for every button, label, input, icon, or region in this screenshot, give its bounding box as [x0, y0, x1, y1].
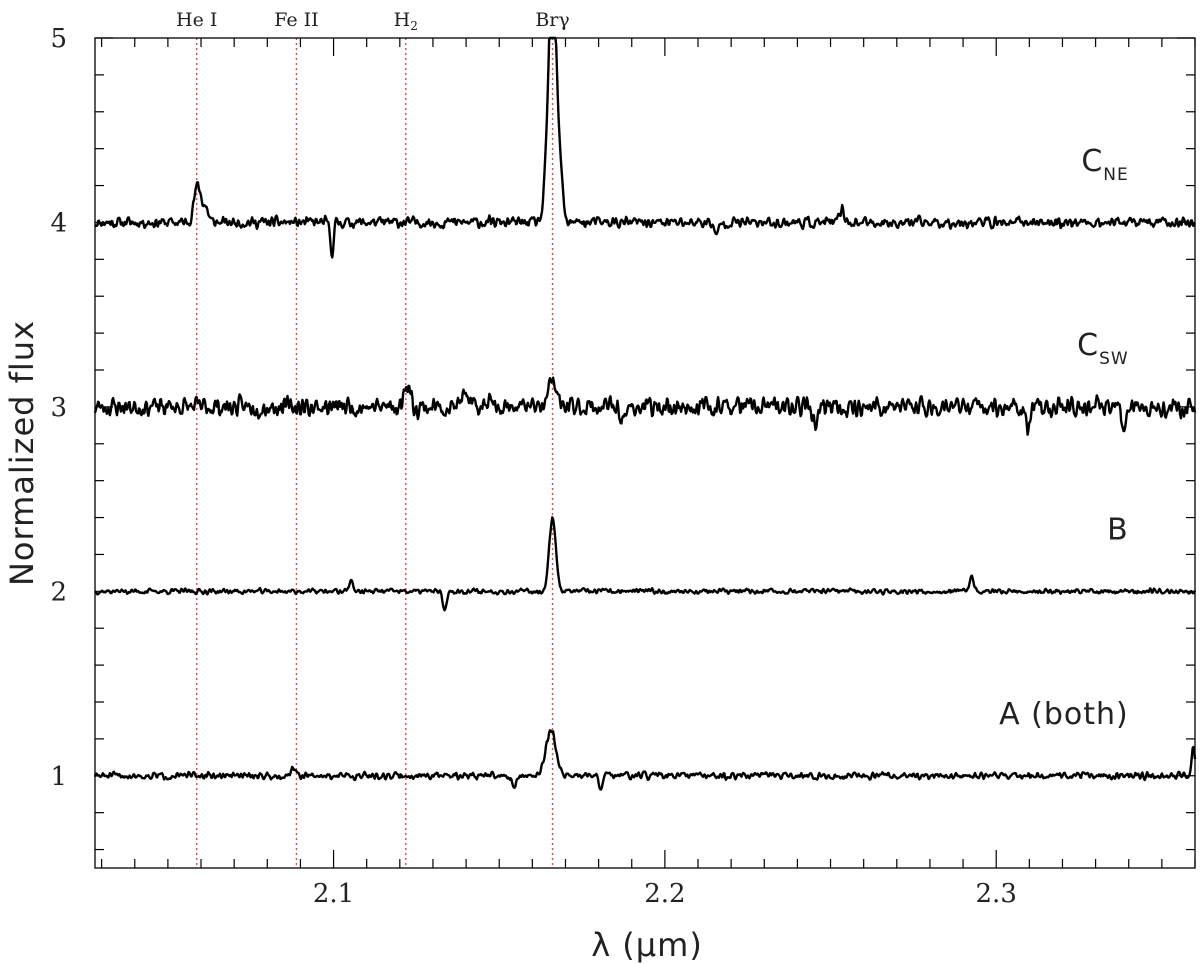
line-markers: He I Fe II H2 Brγ [176, 9, 570, 868]
series-labels: CNE CSW B A (both) [999, 144, 1129, 732]
spectrum-line [93, 729, 1197, 791]
spectrum-line [94, 516, 1197, 612]
axis-ticks [95, 37, 1196, 868]
y-tick-label: 1 [50, 762, 67, 792]
line-marker-label: Fe II [274, 9, 318, 31]
y-tick-label: 3 [50, 393, 67, 423]
y-tick-label: 4 [50, 208, 67, 238]
series-label: CSW [1077, 328, 1129, 369]
spectrum-line [93, 376, 1197, 436]
plot-frame [94, 37, 1196, 869]
series-label: A (both) [999, 697, 1129, 732]
x-axis-title: λ (μm) [591, 926, 703, 964]
series-group [93, 36, 1197, 791]
y-axis-title: Normalized flux [3, 320, 41, 586]
tick-labels: 2.1 2.2 2.3 1 2 3 4 5 [50, 24, 1016, 909]
line-marker-label: H2 [394, 9, 418, 33]
line-marker-label: Brγ [535, 9, 569, 31]
spectrum-line [94, 36, 1196, 259]
y-tick-label: 5 [50, 24, 67, 54]
x-tick-label: 2.2 [644, 879, 685, 909]
x-tick-label: 2.3 [976, 879, 1017, 909]
series-label: CNE [1081, 144, 1128, 185]
line-marker-label: He I [176, 9, 217, 31]
series-label: B [1107, 513, 1129, 548]
y-tick-label: 2 [50, 577, 67, 607]
x-tick-label: 2.1 [313, 879, 354, 909]
